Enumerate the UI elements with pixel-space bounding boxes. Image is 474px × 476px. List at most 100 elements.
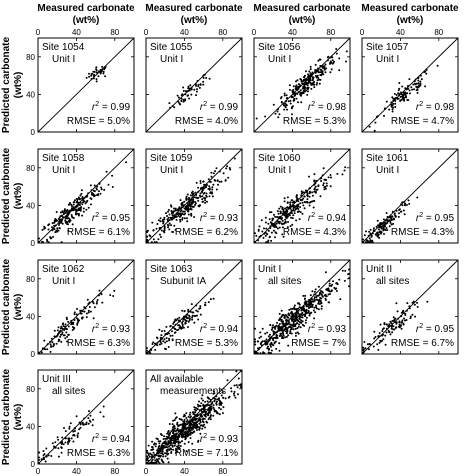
data-point [197, 199, 200, 202]
data-point [290, 205, 293, 208]
panel-frame [361, 148, 459, 244]
data-point [67, 217, 70, 220]
data-point [316, 82, 319, 84]
panel-subtitle: Unit I [52, 276, 75, 287]
data-point [176, 212, 178, 215]
data-point [258, 225, 261, 228]
data-point [285, 215, 288, 218]
data-point [194, 191, 197, 194]
data-point [195, 304, 198, 307]
data-point [324, 299, 327, 301]
data-point [163, 225, 166, 228]
data-point [173, 214, 176, 217]
data-point [61, 333, 64, 335]
data-point [170, 436, 172, 439]
data-point [72, 440, 75, 443]
data-point [81, 310, 84, 313]
r-squared-label: r2 = 0.94 [200, 323, 239, 335]
data-point [274, 340, 277, 343]
rmse-label: RMSE = 6.3% [67, 338, 130, 349]
data-point [285, 208, 288, 211]
data-point [172, 322, 175, 325]
data-point [105, 170, 108, 173]
data-point [75, 313, 78, 316]
data-point [189, 205, 192, 208]
data-point [277, 216, 280, 219]
data-point [314, 190, 317, 193]
data-point [90, 74, 93, 77]
data-point [295, 194, 298, 197]
data-point [322, 182, 325, 185]
data-point [167, 433, 170, 436]
data-point [392, 100, 395, 102]
x-tick-label: 40 [288, 28, 297, 37]
data-point [187, 326, 189, 328]
data-point [394, 215, 397, 218]
data-point [209, 414, 212, 417]
data-point [402, 96, 404, 99]
data-point [166, 432, 169, 435]
data-point [55, 342, 58, 345]
data-point [202, 180, 205, 183]
data-point [199, 432, 202, 435]
data-point [147, 454, 150, 456]
data-point [397, 89, 400, 92]
data-point [233, 384, 236, 387]
panel-title: Site 1056 [258, 42, 301, 53]
data-point [206, 400, 209, 403]
one-to-one-line [37, 37, 135, 133]
data-point [181, 433, 184, 436]
data-point [276, 110, 279, 113]
data-point [281, 208, 284, 211]
data-point [403, 204, 406, 207]
data-point [148, 350, 150, 353]
panel-title: Site 1063 [150, 264, 193, 275]
data-point [77, 432, 80, 435]
data-point [330, 176, 332, 179]
data-point [413, 80, 416, 83]
data-point [185, 428, 188, 431]
data-point [362, 241, 364, 244]
data-point [363, 341, 366, 343]
data-point [73, 433, 75, 436]
data-point [187, 213, 190, 216]
y-tick-label: 80 [26, 164, 35, 173]
data-point [151, 462, 154, 465]
data-point [165, 337, 168, 340]
data-point [72, 323, 75, 326]
data-point [297, 203, 300, 206]
data-point [395, 322, 398, 325]
data-point [190, 191, 193, 194]
data-point [73, 199, 76, 202]
data-point [171, 444, 174, 447]
data-point [171, 105, 174, 107]
data-point [326, 59, 329, 62]
data-point [281, 226, 284, 229]
data-point [180, 423, 183, 426]
panel-title: Site 1057 [366, 42, 409, 53]
data-point [327, 301, 330, 304]
data-point [73, 313, 76, 316]
data-point [196, 429, 198, 431]
data-point [254, 327, 256, 330]
data-point [154, 348, 157, 351]
data-point [209, 400, 212, 403]
data-point [177, 444, 180, 447]
data-point [379, 224, 382, 226]
y-tick-label: 0 [31, 128, 36, 137]
data-point [191, 205, 194, 208]
data-point [73, 201, 76, 204]
data-point [70, 215, 73, 218]
data-point [54, 441, 57, 444]
data-point [306, 88, 309, 91]
data-point [391, 108, 394, 111]
data-point [192, 198, 195, 201]
data-point [190, 93, 193, 96]
data-point [38, 456, 40, 459]
data-point [302, 204, 305, 207]
data-point [235, 384, 238, 387]
r-squared-label: r2 = 0.93 [200, 433, 239, 445]
